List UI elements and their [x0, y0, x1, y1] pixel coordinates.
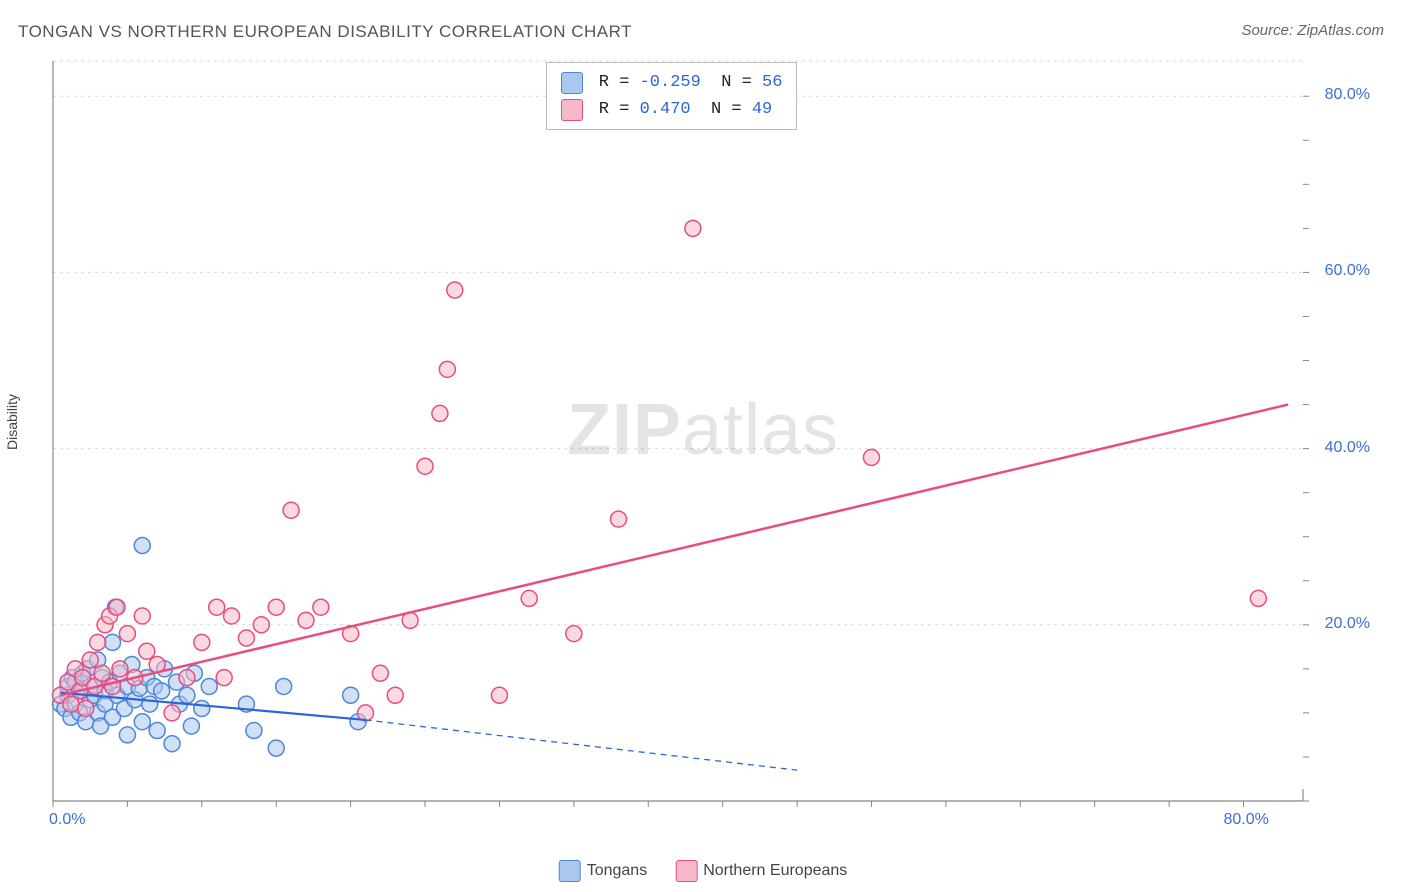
x-tick-label: 0.0% [49, 811, 85, 829]
legend-stat-row: R = 0.470 N = 49 [561, 96, 783, 123]
data-point [276, 678, 292, 694]
data-point [863, 449, 879, 465]
series-legend: Tongans Northern Europeans [559, 860, 848, 882]
data-point [179, 670, 195, 686]
data-point [298, 612, 314, 628]
source-attribution: Source: ZipAtlas.com [1241, 22, 1384, 39]
y-tick-label: 40.0% [1310, 439, 1370, 457]
legend-swatch [675, 860, 697, 882]
data-point [112, 661, 128, 677]
data-point [90, 634, 106, 650]
y-tick-label: 60.0% [1310, 262, 1370, 280]
data-point [109, 599, 125, 615]
data-point [313, 599, 329, 615]
data-point [1250, 590, 1266, 606]
data-point [685, 220, 701, 236]
data-point [238, 630, 254, 646]
data-point [78, 701, 94, 717]
data-point [224, 608, 240, 624]
data-point [417, 458, 433, 474]
data-point [142, 696, 158, 712]
data-point [566, 626, 582, 642]
data-point [164, 705, 180, 721]
legend-label: Tongans [587, 862, 648, 879]
data-point [209, 599, 225, 615]
data-point [246, 723, 262, 739]
data-point [343, 687, 359, 703]
legend-item: Northern Europeans [675, 860, 847, 882]
data-point [491, 687, 507, 703]
legend-label: Northern Europeans [703, 862, 847, 879]
correlation-legend: R = -0.259 N = 56R = 0.470 N = 49 [546, 62, 798, 130]
data-point [216, 670, 232, 686]
data-point [268, 740, 284, 756]
y-tick-label: 20.0% [1310, 615, 1370, 633]
data-point [179, 687, 195, 703]
data-point [610, 511, 626, 527]
data-point [183, 718, 199, 734]
data-point [119, 626, 135, 642]
data-point [387, 687, 403, 703]
data-point [134, 714, 150, 730]
data-point [439, 361, 455, 377]
data-point [253, 617, 269, 633]
data-point [201, 678, 217, 694]
data-point [119, 727, 135, 743]
data-point [283, 502, 299, 518]
y-axis-label: Disability [4, 394, 20, 450]
data-point [82, 652, 98, 668]
data-point [372, 665, 388, 681]
data-point [105, 634, 121, 650]
data-point [521, 590, 537, 606]
data-point [447, 282, 463, 298]
data-point [134, 608, 150, 624]
data-point [94, 665, 110, 681]
legend-item: Tongans [559, 860, 648, 882]
data-point [194, 634, 210, 650]
data-point [164, 736, 180, 752]
data-point [149, 723, 165, 739]
data-point [139, 643, 155, 659]
scatter-plot: ZIPatlas R = -0.259 N = 56R = 0.470 N = … [48, 56, 1358, 836]
legend-swatch [561, 72, 583, 94]
x-tick-label: 80.0% [1223, 811, 1268, 829]
y-tick-label: 80.0% [1310, 86, 1370, 104]
legend-stat-row: R = -0.259 N = 56 [561, 69, 783, 96]
regression-extrapolation [366, 720, 798, 770]
chart-title: TONGAN VS NORTHERN EUROPEAN DISABILITY C… [18, 22, 632, 42]
data-point [154, 683, 170, 699]
data-point [268, 599, 284, 615]
legend-swatch [559, 860, 581, 882]
legend-swatch [561, 99, 583, 121]
data-point [134, 538, 150, 554]
data-point [432, 405, 448, 421]
data-point [194, 701, 210, 717]
